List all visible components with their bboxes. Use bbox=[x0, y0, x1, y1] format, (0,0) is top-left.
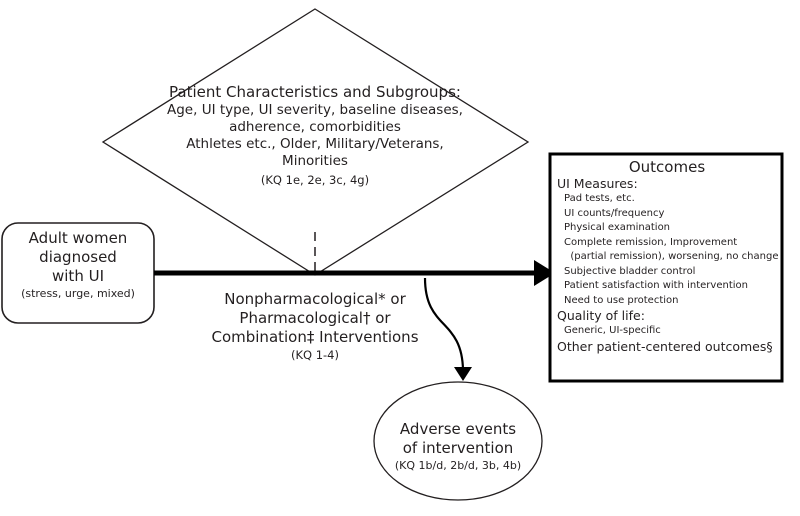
outcomes-title: Outcomes bbox=[628, 158, 706, 176]
adverse-curved-arrow bbox=[423, 277, 465, 371]
ui-measure-item: Need to use protection bbox=[564, 294, 679, 306]
diamond-title: Patient Characteristics and Subgroups: bbox=[169, 83, 461, 101]
adverse-kq: (KQ 1b/d, 2b/d, 3b, 4b) bbox=[394, 459, 522, 472]
other-outcomes: Other patient-centered outcomes§ bbox=[557, 338, 773, 354]
diamond-text: Patient Characteristics and Subgroups: A… bbox=[140, 83, 490, 188]
interventions-kq: (KQ 1-4) bbox=[290, 348, 339, 362]
ui-measure-item: Pad tests, etc. bbox=[564, 193, 635, 204]
adverse-events-ellipse bbox=[373, 381, 543, 501]
quality-of-life-item: Generic, UI-specific bbox=[564, 325, 661, 336]
ui-measure-item: UI counts/frequency bbox=[564, 207, 665, 219]
quality-of-life-heading: Quality of life: bbox=[557, 308, 645, 323]
ui-measure-item: (partial remission), worsening, no chang… bbox=[564, 251, 779, 262]
diamond-line: Minorities bbox=[282, 153, 348, 169]
adverse-arrow-head bbox=[454, 367, 472, 381]
adverse-events-text: Adverse events of intervention (KQ 1b/d,… bbox=[378, 420, 538, 473]
adverse-title: Adverse events of intervention bbox=[399, 420, 517, 457]
interventions-label: Nonpharmacological* or Pharmacological† … bbox=[211, 290, 419, 346]
interventions-text: Nonpharmacological* or Pharmacological† … bbox=[195, 290, 435, 362]
diamond-line: Age, UI type, UI severity, baseline dise… bbox=[167, 102, 463, 118]
population-title: Adult women diagnosed with UI bbox=[28, 229, 128, 285]
main-arrow-head bbox=[534, 260, 555, 286]
diamond-kq: (KQ 1e, 2e, 3c, 4g) bbox=[260, 173, 370, 187]
diamond-line: Athletes etc., Older, Military/Veterans, bbox=[186, 136, 444, 152]
ui-measures-heading: UI Measures: bbox=[557, 176, 638, 191]
outcomes-box bbox=[548, 152, 784, 383]
outcomes-content: Outcomes UI Measures: Pad tests, etc. UI… bbox=[557, 158, 779, 355]
diamond-line: adherence, comorbidities bbox=[229, 119, 401, 135]
ui-measure-item: Subjective bladder control bbox=[564, 265, 696, 277]
population-text: Adult women diagnosed with UI (stress, u… bbox=[4, 229, 152, 301]
population-subtitle: (stress, urge, mixed) bbox=[21, 287, 135, 300]
ui-measure-item: Patient satisfaction with intervention bbox=[564, 280, 748, 291]
ui-measure-item: Physical examination bbox=[564, 222, 671, 233]
ui-measure-item: Complete remission, Improvement bbox=[564, 236, 738, 248]
